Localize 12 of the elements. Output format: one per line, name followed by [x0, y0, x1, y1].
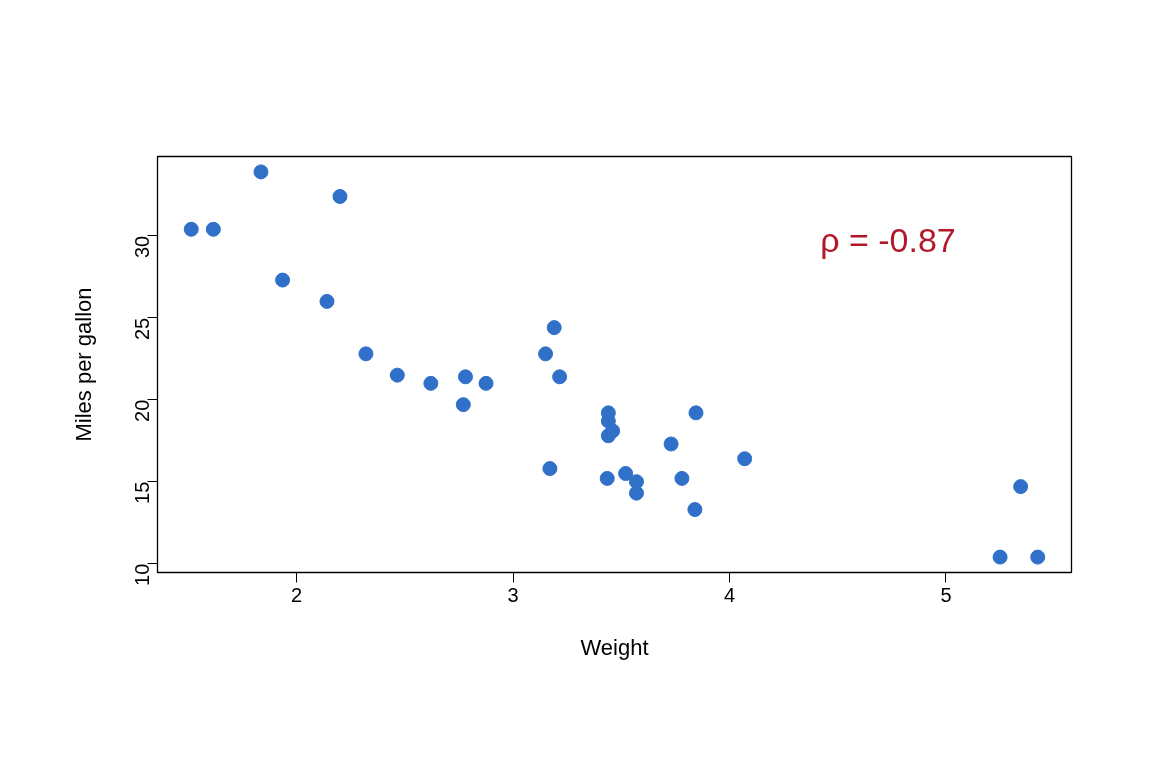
x-tick-label: 4: [723, 583, 736, 606]
x-tick-label: 5: [940, 583, 952, 606]
y-tick-label: 30: [131, 235, 154, 259]
y-tick-label: 25: [131, 317, 154, 341]
y-tick-label: 15: [131, 481, 154, 504]
y-tick-label: 10: [131, 563, 154, 586]
y-axis-title: Miles per gallon: [70, 287, 96, 442]
x-tick-label: 3: [507, 583, 519, 606]
annotation: ρ = -0.87: [820, 220, 956, 259]
x-axis-title: Weight: [580, 634, 649, 660]
y-tick-label: 20: [131, 399, 154, 422]
x-tick-label: 2: [291, 583, 303, 606]
